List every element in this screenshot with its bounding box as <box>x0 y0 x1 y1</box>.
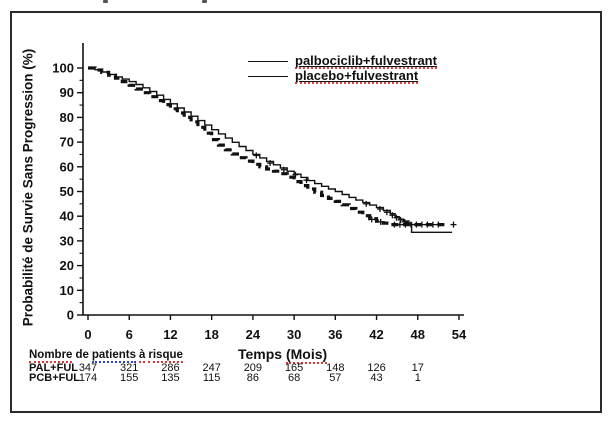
risk-value: 247 <box>202 362 221 374</box>
x-tick-label: 36 <box>328 327 342 342</box>
risk-value: 165 <box>284 362 304 374</box>
y-tick-label: 30 <box>60 233 74 248</box>
clipped-text-artifact <box>103 0 108 3</box>
x-axis-title-text: Temps <box>238 346 286 362</box>
legend-line-sample-palbociclib <box>248 61 288 62</box>
y-tick-label: 60 <box>60 159 74 174</box>
clipped-text-artifact <box>202 0 207 3</box>
risk-table-title-word: risque <box>148 349 183 363</box>
km-plot: 0 10 20 30 40 50 60 70 80 90 100 0 6 12 18 24 30 36 42 48 54 <box>52 43 467 342</box>
risk-value: 86 <box>246 372 259 384</box>
km-curve-placebo-fulvestrant <box>88 66 446 227</box>
x-tick-label: 24 <box>246 327 261 342</box>
x-axis-title: Temps (Mois) <box>238 346 328 364</box>
chart-frame: 0 10 20 30 40 50 60 70 80 90 100 0 6 12 18 24 30 36 42 48 54… <box>10 11 602 413</box>
y-tick-label: 80 <box>60 110 74 125</box>
km-curve-palbociclib-fulvestrant <box>88 67 453 233</box>
y-tick-label: 20 <box>60 258 74 273</box>
risk-value: 43 <box>370 372 383 384</box>
risk-value: 17 <box>411 362 424 374</box>
legend-item: placebo+fulvestrant <box>248 69 437 84</box>
risk-value: 155 <box>120 372 139 384</box>
legend: palbociclib+fulvestrant placebo+fulvestr… <box>248 54 437 84</box>
risk-value: 68 <box>287 372 301 384</box>
risk-table-title: Nombre de patients à risque <box>29 349 186 363</box>
x-axis-title-unit: (Mois) <box>285 346 328 364</box>
y-tick-label: 90 <box>60 85 74 100</box>
y-tick-label: 40 <box>60 209 74 224</box>
risk-table-title-word: à <box>138 349 146 363</box>
risk-row-label: PAL+FUL <box>29 362 78 374</box>
risk-table-title-word: Nombre <box>29 349 73 363</box>
x-tick-label: 18 <box>204 327 218 342</box>
x-tick-label: 6 <box>126 327 133 342</box>
x-tick-label: 42 <box>369 327 383 342</box>
risk-value: 115 <box>202 372 221 384</box>
x-tick-label: 12 <box>163 327 177 342</box>
y-tick-label: 100 <box>52 61 74 76</box>
x-tick-label: 0 <box>84 327 91 342</box>
y-tick-label: 10 <box>60 283 74 298</box>
y-tick-label: 50 <box>60 184 74 199</box>
risk-table-title-word: patients <box>91 349 136 363</box>
risk-value: 126 <box>367 362 386 374</box>
risk-value: 148 <box>326 362 345 374</box>
risk-row-label: PCB+FUL <box>29 372 81 384</box>
risk-value: 347 <box>78 362 98 374</box>
legend-line-sample-placebo <box>248 76 288 77</box>
risk-table-title-word: de <box>75 349 89 361</box>
legend-label-palbociclib: palbociclib+fulvestrant <box>295 53 437 69</box>
risk-table: Nombre de patients à risque PAL+FUL 347 321 286… <box>12 13 600 411</box>
x-tick-label: 48 <box>411 327 425 342</box>
risk-value: 57 <box>329 372 342 384</box>
risk-value: 321 <box>120 362 139 374</box>
risk-value: 135 <box>161 372 180 384</box>
x-tick-label: 54 <box>452 327 467 342</box>
legend-item: palbociclib+fulvestrant <box>248 54 437 69</box>
y-tick-label: 70 <box>60 135 74 150</box>
risk-value: 1 <box>414 372 421 384</box>
x-tick-label: 30 <box>287 327 301 342</box>
risk-value: 209 <box>243 362 263 374</box>
risk-value: 286 <box>161 362 180 374</box>
legend-label-placebo: placebo+fulvestrant <box>295 68 419 84</box>
y-tick-label: 0 <box>67 308 74 323</box>
risk-value: 174 <box>78 372 98 384</box>
